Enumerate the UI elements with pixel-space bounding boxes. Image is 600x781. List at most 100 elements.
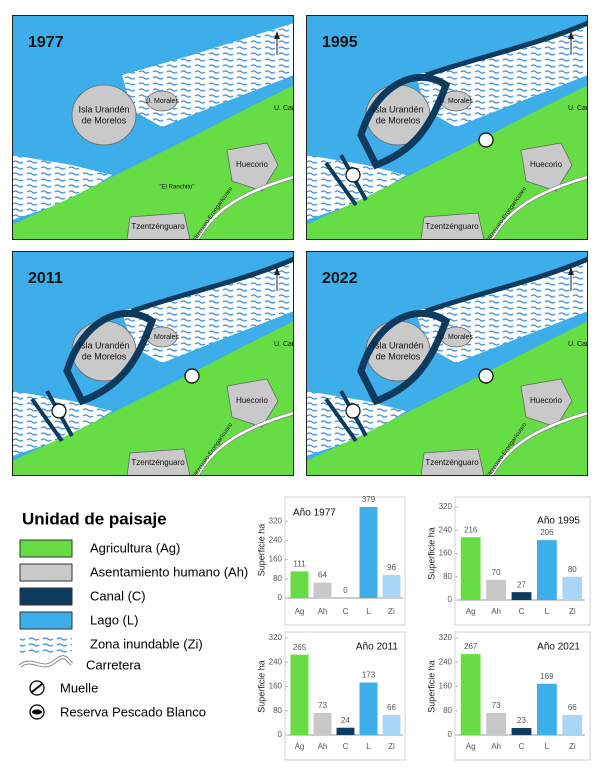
y-tick-label: 80 (273, 706, 282, 715)
map-label-island: de Morelos (82, 351, 127, 361)
map-label-year: 2022 (322, 270, 358, 287)
map-label-tzentzenguaro: Tzentzénguaro (131, 458, 185, 467)
bar (313, 712, 332, 735)
bar (336, 727, 355, 735)
y-tick-label: 80 (443, 706, 452, 715)
map-label-island: de Morelos (82, 115, 127, 125)
map-label-canan: U. Canán (274, 105, 304, 112)
bar-chart: 0 80 160 240 320 Superficie ha Año 1995 Ag 216 Ah… (426, 496, 591, 626)
y-tick-label: 80 (443, 572, 452, 581)
swatch-ah (19, 563, 73, 582)
x-tick-label: Zi (569, 742, 576, 751)
value-label: 267 (464, 642, 478, 651)
legend-item: Asentamiento humano (Ah) (90, 564, 248, 579)
y-tick-label: 0 (278, 730, 283, 739)
map-label-huecorio: Huecorio (530, 396, 563, 405)
map-label-tzentzenguaro: Tzentzénguaro (131, 222, 185, 231)
map-label-island: de Morelos (376, 351, 421, 361)
bar (313, 582, 332, 598)
map-label-canan: U. Canán (274, 341, 304, 348)
y-axis-label: Superficie ha (426, 527, 436, 580)
map-label-canan: U. Canán (568, 105, 598, 112)
y-tick-label: 240 (269, 536, 283, 545)
legend-item: Reserva Pescado Blanco (60, 704, 206, 719)
bar (382, 714, 401, 735)
bar (290, 654, 309, 735)
map-label-year: 1977 (28, 34, 64, 51)
x-tick-label: Zi (569, 607, 576, 616)
y-tick-label: 320 (269, 633, 283, 642)
legend-item: Canal (C) (90, 588, 146, 603)
bar (290, 571, 309, 598)
legend-item: Carretera (86, 657, 142, 672)
x-tick-label: L (545, 607, 550, 616)
map-label-island: Isla Urandén (372, 104, 423, 114)
value-label: 265 (293, 643, 307, 652)
legend: Unidad de paisaje Agricultura (Ag) Asent… (18, 509, 248, 720)
map-label-year: 2011 (28, 270, 63, 287)
chart-frame (284, 496, 406, 626)
x-tick-label: Ag (466, 742, 476, 751)
bar (562, 714, 583, 735)
chart-frame (454, 496, 591, 626)
map-label-ranchito: "El Ranchito" (160, 185, 195, 191)
value-label: 169 (540, 672, 554, 681)
legend-item: Lago (L) (90, 612, 138, 627)
bar-chart: 0 80 160 240 320 Superficie ha Año 2011 Ag 265 Ah… (256, 631, 406, 761)
x-tick-label: C (343, 742, 349, 751)
map-panel: 2022 U. Morales U. Canán Huecorio Tzentzéngu… (306, 251, 598, 476)
chart-frame (284, 631, 406, 761)
bar (359, 507, 378, 598)
value-label: 80 (568, 565, 577, 574)
x-tick-label: Ag (295, 607, 305, 616)
y-tick-label: 320 (269, 516, 283, 525)
map-label-morales: U. Morales (439, 98, 473, 105)
bar (486, 579, 507, 600)
bar (536, 683, 557, 735)
y-tick-label: 160 (439, 549, 453, 558)
map-label-huecorio: Huecorio (530, 160, 563, 169)
x-tick-label: L (366, 742, 371, 751)
x-tick-label: Ah (318, 607, 328, 616)
value-label: 66 (387, 703, 396, 712)
bar (382, 574, 401, 598)
map-label-tzentzenguaro: Tzentzénguaro (425, 222, 479, 231)
y-tick-label: 160 (269, 555, 283, 564)
value-label: 73 (492, 701, 501, 710)
bar (359, 682, 378, 735)
y-axis-label: Superficie ha (426, 660, 436, 713)
x-tick-label: C (519, 742, 525, 751)
y-axis-label: Superficie ha (256, 524, 266, 577)
x-tick-label: L (545, 742, 550, 751)
value-label: 206 (540, 528, 554, 537)
legend-item: Agricultura (Ag) (90, 540, 180, 555)
swatch-road-inner (19, 656, 73, 667)
x-tick-label: Zi (388, 607, 395, 616)
bar (562, 576, 583, 600)
chart-title: Año 2021 (537, 642, 580, 653)
x-tick-label: Zi (388, 742, 395, 751)
legend-title: Unidad de paisaje (22, 509, 167, 528)
map-label-canan: U. Canán (568, 341, 598, 348)
value-label: 0 (343, 586, 348, 595)
y-tick-label: 0 (448, 730, 453, 739)
bar-chart: 0 80 160 240 320 Superficie ha Año 2021 Ag 267 Ah… (426, 631, 591, 761)
x-tick-label: C (343, 607, 349, 616)
maps: 1977 U. Morales U. Canán Huecorio Tzentzéngu… (12, 15, 598, 476)
map-label-huecorio: Huecorio (236, 396, 269, 405)
map-label-island: Isla Urandén (78, 104, 129, 114)
value-label: 73 (318, 701, 327, 710)
x-tick-label: Ag (295, 742, 305, 751)
chart-title: Año 2011 (356, 642, 399, 653)
map-label-island: Isla Urandén (372, 340, 423, 350)
y-tick-label: 160 (439, 682, 453, 691)
map-panel: 1995 U. Morales U. Canán Huecorio Tzentzéngu… (306, 15, 598, 240)
map-label-morales: U. Morales (145, 98, 179, 105)
value-label: 216 (464, 525, 478, 534)
x-tick-label: L (366, 607, 371, 616)
value-label: 24 (341, 716, 350, 725)
y-tick-label: 80 (273, 574, 282, 583)
y-tick-label: 240 (439, 525, 453, 534)
